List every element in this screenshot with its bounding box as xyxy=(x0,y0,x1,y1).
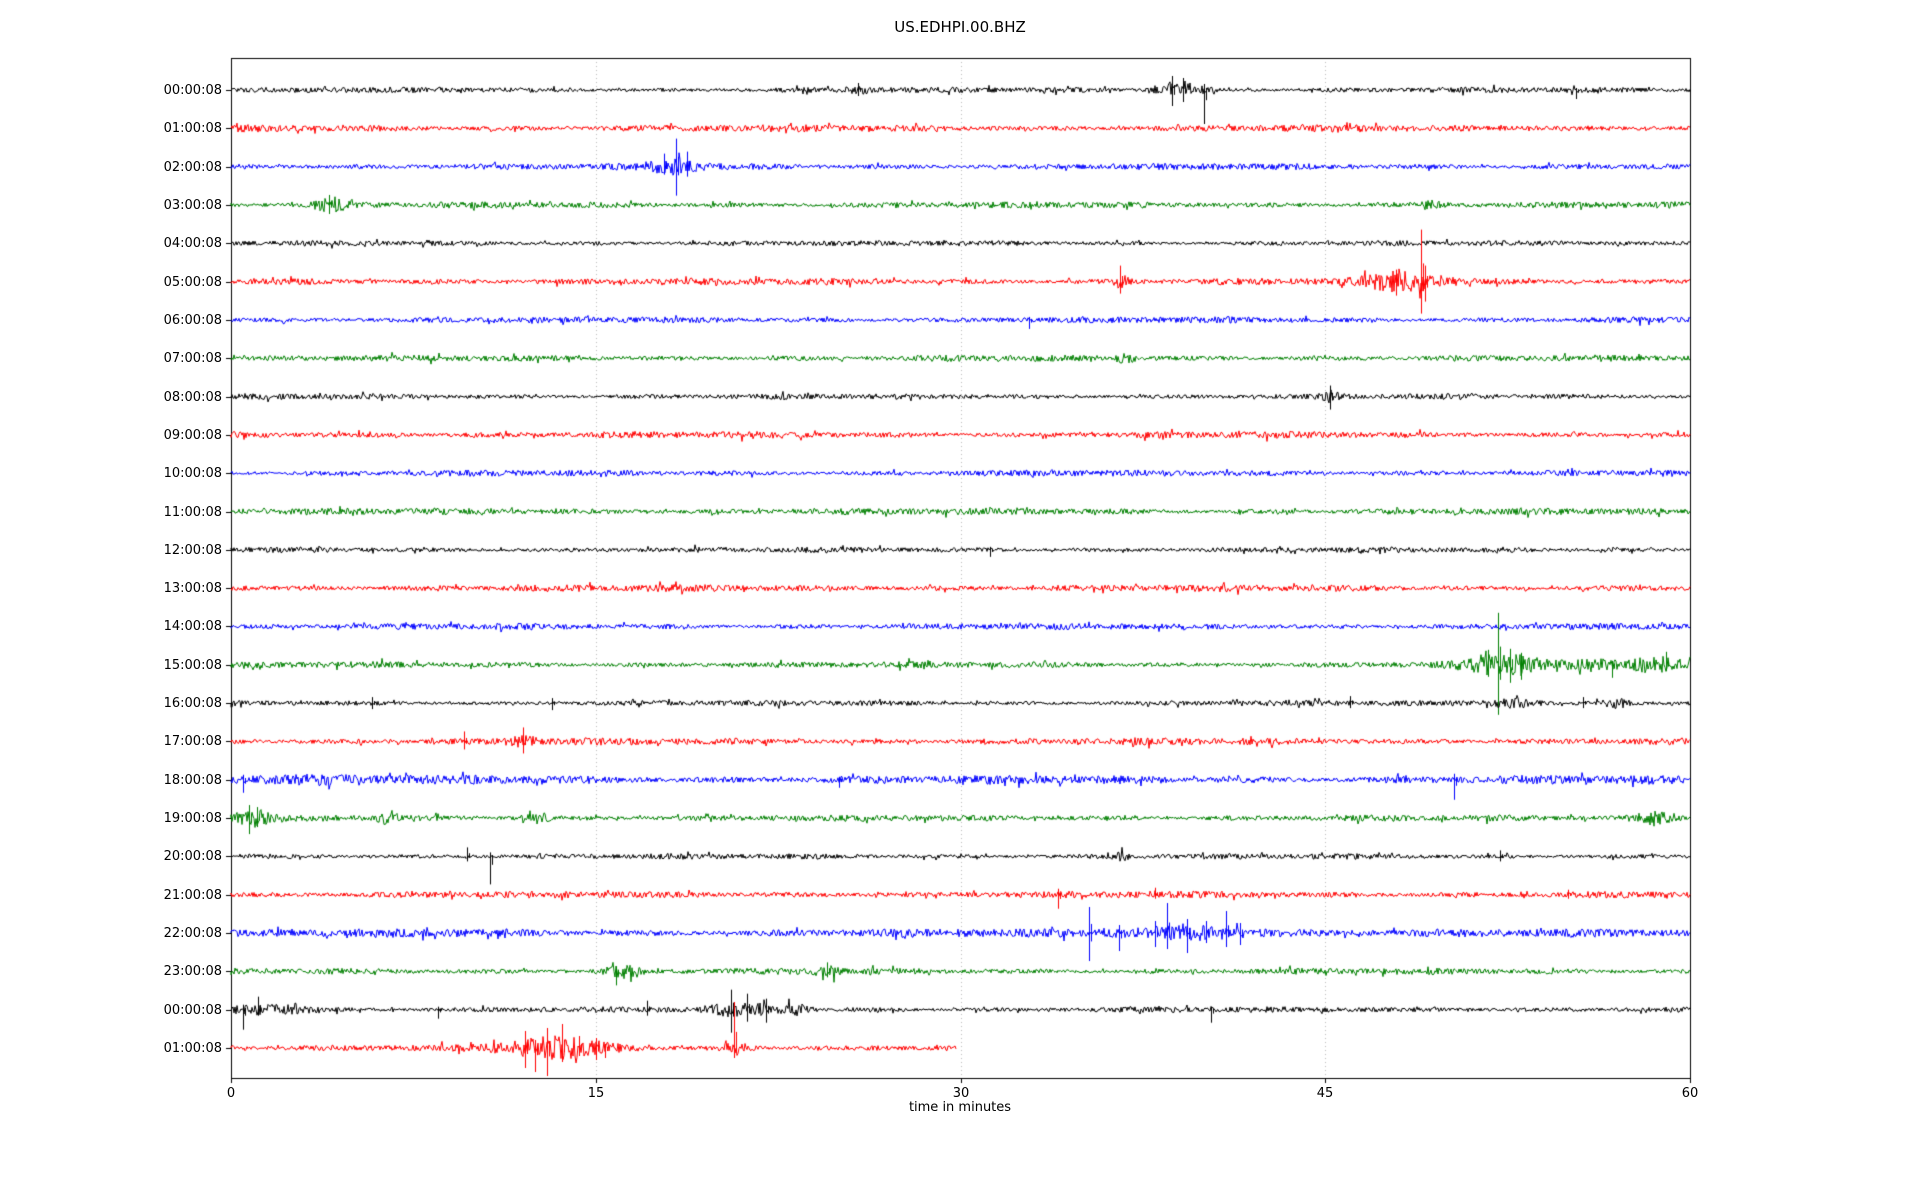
row-time-label: 05:00:08 xyxy=(163,275,222,290)
row-time-label: 01:00:08 xyxy=(163,1041,222,1056)
row-time-label: 00:00:08 xyxy=(163,83,222,98)
row-time-label: 18:00:08 xyxy=(163,773,222,788)
row-time-label: 01:00:08 xyxy=(163,121,222,136)
row-time-label: 04:00:08 xyxy=(163,236,222,251)
row-time-label: 06:00:08 xyxy=(163,313,222,328)
x-tick-label: 0 xyxy=(226,1086,236,1101)
row-time-label: 19:00:08 xyxy=(163,811,222,826)
x-tick-label: 15 xyxy=(587,1086,605,1101)
row-time-label: 20:00:08 xyxy=(163,849,222,864)
row-time-label: 09:00:08 xyxy=(163,428,222,443)
row-time-label: 02:00:08 xyxy=(163,160,222,175)
row-time-label: 08:00:08 xyxy=(163,390,222,405)
x-tick-label: 30 xyxy=(952,1086,970,1101)
row-time-label: 03:00:08 xyxy=(163,198,222,213)
chart-title: US.EDHPI.00.BHZ xyxy=(894,18,1026,36)
row-time-label: 14:00:08 xyxy=(163,619,222,634)
row-time-label: 13:00:08 xyxy=(163,581,222,596)
x-tick-label: 45 xyxy=(1316,1086,1334,1101)
row-time-label: 10:00:08 xyxy=(163,466,222,481)
row-time-label: 17:00:08 xyxy=(163,734,222,749)
row-time-label: 07:00:08 xyxy=(163,351,222,366)
row-time-label: 11:00:08 xyxy=(163,505,222,520)
row-time-label: 12:00:08 xyxy=(163,543,222,558)
row-time-label: 21:00:08 xyxy=(163,888,222,903)
x-tick-label: 60 xyxy=(1681,1086,1699,1101)
row-time-label: 22:00:08 xyxy=(163,926,222,941)
row-time-label: 15:00:08 xyxy=(163,658,222,673)
x-axis-label: time in minutes xyxy=(908,1100,1012,1115)
row-time-label: 23:00:08 xyxy=(163,964,222,979)
row-time-label: 00:00:08 xyxy=(163,1003,222,1018)
row-time-label: 16:00:08 xyxy=(163,696,222,711)
